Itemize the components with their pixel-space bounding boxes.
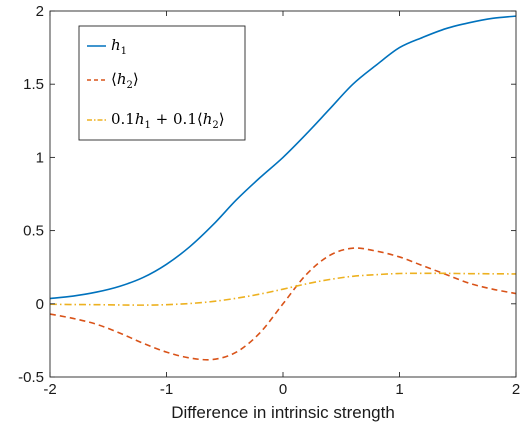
legend: h1 ⟨h2⟩ 0.1h1 + 0.1⟨h2⟩ <box>78 25 246 141</box>
legend-h2-main: h <box>117 70 127 88</box>
legend-combined-open: ⟨ <box>197 110 203 128</box>
x-tick-label: 2 <box>512 381 520 398</box>
legend-combined-close: ⟩ <box>219 110 225 128</box>
y-tick-label: 0 <box>36 296 44 313</box>
x-tick-label: -2 <box>43 381 56 398</box>
legend-entry-h1: h1 <box>111 36 127 57</box>
legend-combined-prefix: 0.1 <box>111 110 135 128</box>
legend-h2-open: ⟨ <box>111 70 117 88</box>
x-axis-label: Difference in intrinsic strength <box>171 403 395 422</box>
x-tick-label: -1 <box>160 381 173 398</box>
legend-h1-main: h <box>111 36 121 54</box>
y-tick-label: 2 <box>36 3 44 20</box>
legend-combined-h: h <box>135 110 145 128</box>
legend-combined-h2: h <box>203 110 213 128</box>
legend-h2-sub: 2 <box>127 80 133 91</box>
legend-h2-close: ⟩ <box>133 70 139 88</box>
series-line-combined <box>49 272 517 306</box>
ticks-layer: -2 -1 0 1 2 -0.5 0 0.5 1 1.5 2 <box>18 3 520 398</box>
series-line-h1 <box>49 15 517 300</box>
legend-entry-combined: 0.1h1 + 0.1⟨h2⟩ <box>111 110 225 131</box>
legend-entry-h2: ⟨h2⟩ <box>111 70 139 91</box>
y-tick-label: -0.5 <box>18 369 44 386</box>
y-tick-label: 1 <box>36 149 44 166</box>
series-line-h2 <box>49 247 517 361</box>
legend-h1-sub: 1 <box>121 46 127 57</box>
x-tick-label: 0 <box>279 381 287 398</box>
series-layer <box>49 15 517 361</box>
x-tick-label: 1 <box>395 381 403 398</box>
y-tick-label: 1.5 <box>23 76 44 93</box>
legend-box <box>78 25 246 141</box>
y-tick-label: 0.5 <box>23 223 44 240</box>
legend-combined-sub2: 2 <box>212 120 218 131</box>
legend-combined-mid: + 0.1 <box>151 110 197 128</box>
legend-combined-sub1: 1 <box>145 120 151 131</box>
